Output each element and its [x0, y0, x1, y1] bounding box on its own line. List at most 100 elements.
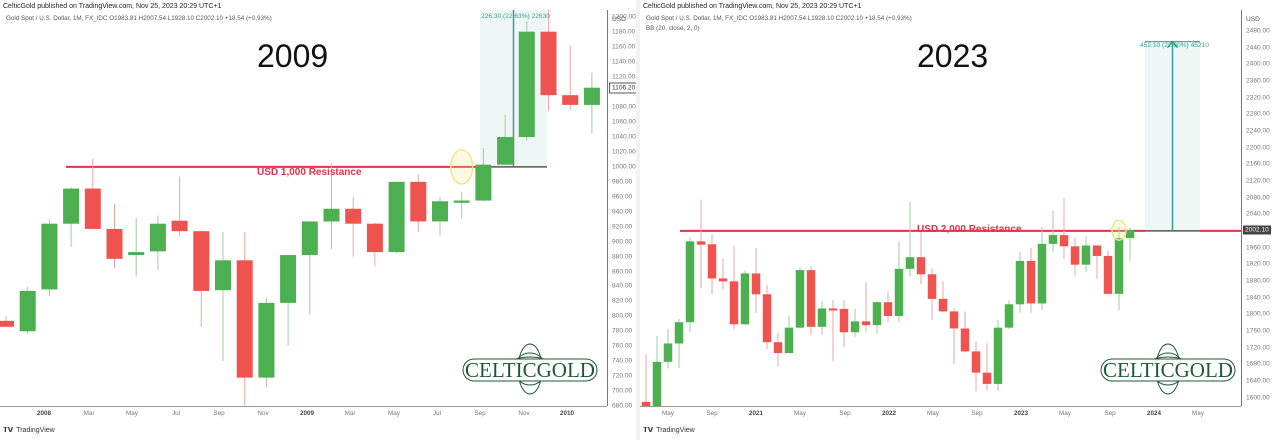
year-title: 2009 — [257, 38, 329, 74]
price-tick: 680.00 — [612, 402, 633, 410]
price-tick: 1960.00 — [1246, 244, 1270, 252]
current-price-tag: 2002.10 — [1243, 225, 1271, 235]
candlestick-plot[interactable] — [0, 10, 607, 406]
price-tick: 900.00 — [612, 238, 633, 246]
time-tick: Sep — [839, 410, 851, 417]
time-tick: May — [662, 410, 674, 417]
price-tick: 2480.00 — [1246, 27, 1270, 35]
price-tick: 1160.00 — [612, 43, 636, 51]
price-tick: 1600.00 — [1246, 394, 1270, 402]
publisher-line: CelticGold published on TradingView.com,… — [643, 3, 862, 10]
price-tick: 760.00 — [612, 342, 633, 350]
price-tick: 1880.00 — [1246, 277, 1270, 285]
time-axis[interactable]: May Sep 2021 May Sep 2022 May Sep 2023 May Sep 2024… — [640, 406, 1241, 421]
candle — [982, 372, 992, 384]
price-axis[interactable]: USD 1600.00 1640.00 1680.00 1720.00 1760.00 1… — [1241, 10, 1280, 406]
candle — [685, 241, 695, 323]
price-tick: 920.00 — [612, 223, 633, 231]
time-tick: 2009 — [299, 410, 315, 417]
candle — [850, 321, 860, 333]
candle — [839, 308, 849, 333]
candle — [1048, 235, 1058, 244]
resistance-label: USD 1,000 Resistance — [257, 167, 362, 178]
price-tick: 740.00 — [612, 357, 633, 365]
candle — [410, 181, 427, 222]
time-tick: 2022 — [881, 410, 897, 417]
candle — [1059, 235, 1069, 247]
candle — [1125, 230, 1135, 239]
price-axis[interactable]: USD 680.00 700.00 720.00 740.00 760.00 780.00… — [607, 10, 639, 410]
candle — [258, 302, 275, 378]
candle — [905, 257, 915, 269]
candle — [806, 270, 816, 327]
candle — [149, 223, 166, 252]
tradingview-footer[interactable]: 𝗧𝗩 TradingView — [643, 427, 695, 434]
time-tick: Sep — [1104, 410, 1116, 417]
candle — [707, 244, 717, 279]
currency-label: USD — [1246, 16, 1260, 23]
year-title: 2023 — [917, 38, 989, 74]
indicator-line[interactable]: BB (20, close, 2, 0) — [646, 25, 700, 32]
candle — [128, 252, 145, 256]
candle — [718, 278, 728, 282]
time-tick: 2021 — [748, 410, 764, 417]
time-tick: 2024 — [1146, 410, 1162, 417]
candle — [1081, 245, 1091, 265]
time-tick: Mar — [344, 410, 356, 417]
price-tick: 1140.00 — [612, 58, 636, 66]
price-tick: 2120.00 — [1246, 177, 1270, 185]
time-tick: Nov — [518, 410, 530, 417]
price-tick: 2280.00 — [1246, 110, 1270, 118]
price-tick: 1840.00 — [1246, 294, 1270, 302]
time-tick: 2008 — [36, 410, 52, 417]
candle — [1070, 246, 1080, 265]
price-tick: 2440.00 — [1246, 44, 1270, 52]
candle — [652, 361, 662, 406]
time-tick: Sep — [213, 410, 225, 417]
time-tick: Nov — [257, 410, 269, 417]
symbol-line: Gold Spot / U.S. Dollar, 1M, FX_IDC O198… — [646, 15, 912, 22]
candle — [583, 87, 600, 105]
price-tick: 980.00 — [612, 178, 633, 186]
candle — [872, 302, 882, 326]
candle — [388, 181, 405, 253]
candle — [475, 164, 492, 201]
candle — [663, 343, 673, 362]
price-tick: 1640.00 — [1246, 377, 1270, 385]
price-tick: 1040.00 — [612, 133, 636, 141]
time-axis[interactable]: 2008 Mar May Jul Sep Nov 2009 Mar May Jul Sep Nov 20… — [0, 406, 607, 421]
candle — [762, 294, 772, 343]
price-tick: 2360.00 — [1246, 77, 1270, 85]
price-tick: 1080.00 — [612, 103, 636, 111]
current-price-tag: 1106.20 — [609, 82, 639, 94]
tradingview-footer[interactable]: 𝗧𝗩 TradingView — [3, 427, 55, 434]
tradingview-logo-icon: 𝗧𝗩 — [3, 427, 14, 434]
time-tick: May — [388, 410, 400, 417]
measure-label: 226.30 (22.63%) 22630 — [481, 13, 550, 20]
celticgold-logo: CELTICGOLD — [1100, 343, 1236, 395]
tradingview-logo-icon: 𝗧𝗩 — [643, 427, 654, 434]
candlestick-plot[interactable] — [640, 10, 1241, 406]
price-tick: 2040.00 — [1246, 210, 1270, 218]
candle — [795, 270, 805, 328]
candle — [1103, 255, 1113, 294]
candle — [927, 274, 937, 299]
candle — [236, 260, 253, 378]
time-tick: Jul — [432, 410, 442, 417]
price-tick: 1200.00 — [612, 13, 636, 21]
resistance-label: USD 2,000 Resistance — [917, 224, 1022, 235]
candle — [1026, 260, 1036, 304]
candle — [1037, 243, 1047, 304]
price-tick: 840.00 — [612, 282, 633, 290]
candle — [861, 321, 871, 326]
candle — [949, 311, 959, 329]
candle — [540, 31, 557, 96]
candle — [366, 223, 383, 253]
candle — [432, 201, 448, 222]
chart-panel-2009: CelticGold published on TradingView.com,… — [0, 0, 639, 440]
candle — [938, 298, 948, 312]
candle — [106, 228, 123, 259]
price-tick: 820.00 — [612, 297, 633, 305]
price-tick: 960.00 — [612, 193, 633, 201]
candle — [894, 268, 904, 316]
